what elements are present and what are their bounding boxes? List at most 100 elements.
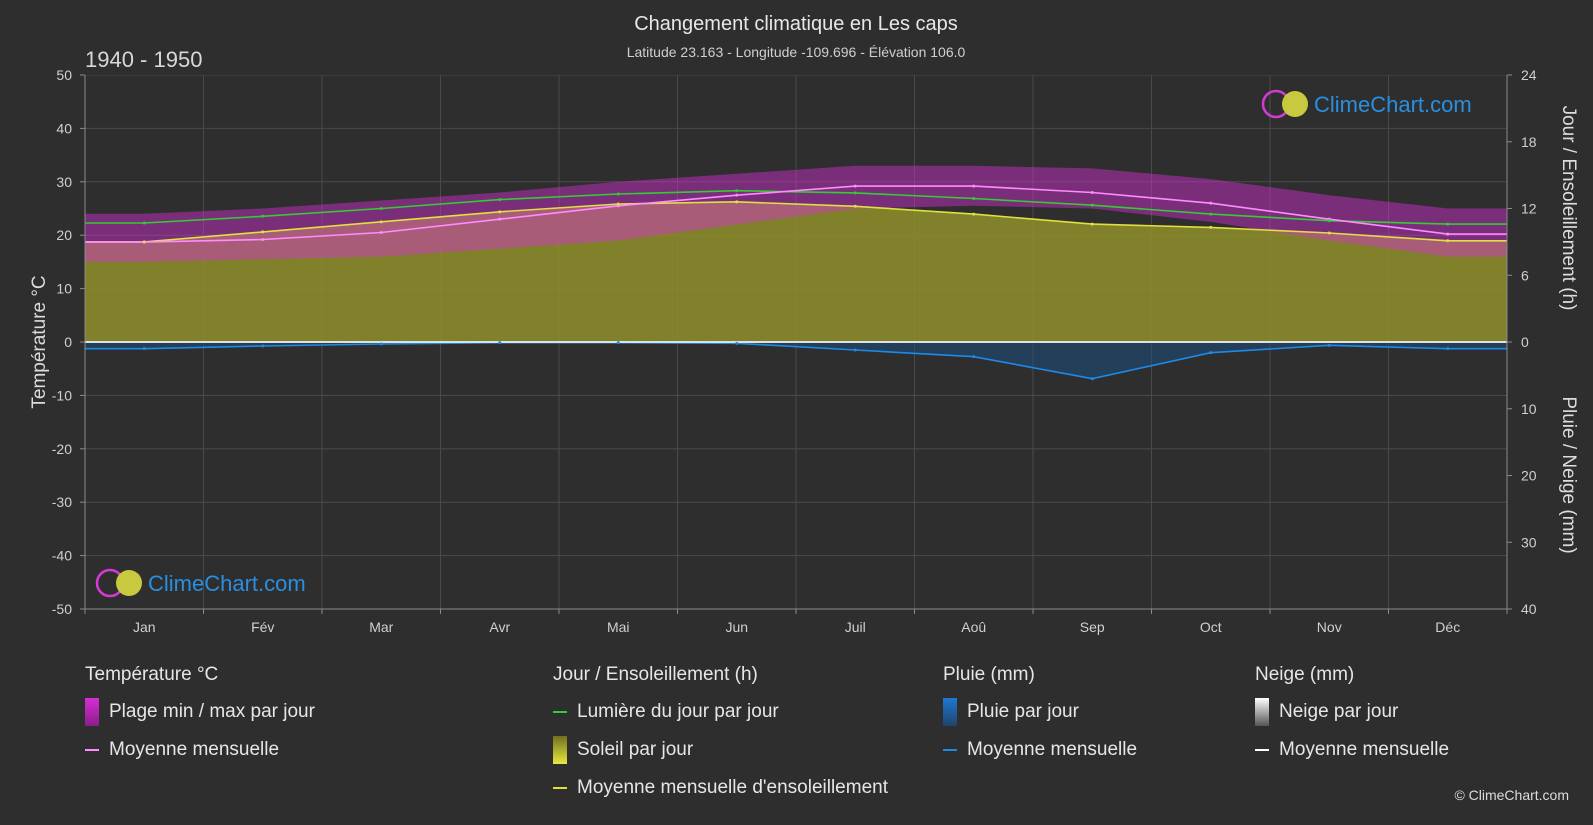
rain-mean-point: [498, 341, 502, 345]
x-tick-label: Déc: [1435, 619, 1460, 635]
watermark-top: ClimeChart.com: [1261, 89, 1472, 119]
sunshine-mean-point: [972, 212, 976, 216]
daylight-swatch: [553, 711, 567, 713]
legend-label: Pluie par jour: [967, 701, 1079, 722]
x-tick-label: Nov: [1317, 619, 1342, 635]
sunshine-mean-point: [1209, 225, 1213, 229]
sunshine-mean-point: [1090, 222, 1094, 226]
x-tick-label: Jan: [133, 619, 156, 635]
y-right-bottom-tick-label: 20: [1521, 468, 1537, 484]
rain-mean-point: [1090, 377, 1094, 381]
temp-mean-point: [498, 217, 502, 221]
legend-label: Moyenne mensuelle d'ensoleillement: [577, 777, 888, 798]
rain-mean-swatch: [943, 749, 957, 751]
sunshine-mean-point: [498, 210, 502, 214]
sunshine-mean-line: [85, 200, 1507, 243]
legend-item: Soleil par jour: [553, 736, 888, 764]
y-left-tick-label: -40: [52, 548, 72, 564]
sunshine-mean-point: [261, 230, 265, 234]
y-left-axis-label: Température °C: [29, 275, 50, 408]
temp-mean-point: [853, 184, 857, 188]
rain-mean-point: [379, 342, 383, 346]
temp-mean-point: [972, 184, 976, 188]
y-right-top-tick-label: 0: [1521, 334, 1529, 350]
legend-snow: Neige (mm) Neige par jour Moyenne mensue…: [1255, 664, 1449, 776]
temp-mean-point: [735, 193, 739, 197]
daylight-point: [972, 196, 976, 200]
daylight-point: [261, 214, 265, 218]
daylight-point: [1209, 212, 1213, 216]
chart-subtitle: Latitude 23.163 - Longitude -109.696 - É…: [627, 44, 966, 60]
snow-mean-swatch: [1255, 749, 1269, 751]
legend-temperature: Température °C Plage min / max par jour …: [85, 664, 315, 776]
daylight-line: [85, 189, 1507, 225]
legend-label: Moyenne mensuelle: [109, 739, 280, 760]
x-tick-label: Jun: [725, 619, 748, 635]
rain-mean-point: [972, 355, 976, 359]
legend-title: Température °C: [85, 664, 219, 685]
x-tick-label: Avr: [489, 619, 510, 635]
logo-sun-icon: [116, 570, 142, 596]
daylight-point: [498, 198, 502, 202]
daylight-point: [616, 192, 620, 196]
sunshine-mean-point: [616, 202, 620, 206]
daylight-point: [142, 221, 146, 225]
watermark-text: ClimeChart.com: [1314, 92, 1472, 117]
y-right-top-tick-label: 18: [1521, 134, 1537, 150]
x-tick-label: Mar: [369, 619, 393, 635]
y-right-bottom-tick-label: 10: [1521, 401, 1537, 417]
legend-label: Neige par jour: [1279, 701, 1399, 722]
legend-item: Pluie par jour: [943, 698, 1137, 726]
legend-label: Moyenne mensuelle: [967, 739, 1138, 760]
logo-sun-icon: [1282, 91, 1308, 117]
rain-mean-line: [85, 341, 1507, 380]
y-left-tick-label: -20: [52, 441, 72, 457]
legend-label: Lumière du jour par jour: [577, 701, 779, 722]
daylight-point: [1446, 222, 1450, 226]
temp-mean-point: [1209, 201, 1213, 205]
legend-item: Moyenne mensuelle: [85, 738, 315, 762]
x-tick-label: Oct: [1200, 619, 1222, 635]
x-tick-label: Juil: [845, 619, 866, 635]
rain-mean-point: [1446, 347, 1450, 351]
legend-item: Moyenne mensuelle d'ensoleillement: [553, 776, 888, 800]
temp-mean-line: [85, 185, 1507, 243]
temp-mean-point: [1090, 190, 1094, 194]
temp-mean-swatch: [85, 749, 99, 751]
y-right-top-tick-label: 12: [1521, 201, 1537, 217]
sunshine-mean-point: [379, 220, 383, 224]
temp-range-swatch: [85, 698, 99, 726]
snow-swatch: [1255, 698, 1269, 726]
y-right-bottom-axis-label: Pluie / Neige (mm): [1558, 396, 1579, 553]
rain-mean-point: [261, 344, 265, 348]
legend-title: Neige (mm): [1255, 664, 1355, 685]
y-left-tick-label: 30: [56, 174, 72, 190]
temp-range-area: [85, 165, 1507, 262]
legend-item: Moyenne mensuelle: [943, 738, 1137, 762]
y-left-tick-label: 40: [56, 120, 72, 136]
y-right-bottom-tick-label: 30: [1521, 534, 1537, 550]
y-right-top-tick-label: 24: [1521, 67, 1537, 83]
watermark-text: ClimeChart.com: [148, 571, 306, 596]
x-tick-label: Fév: [251, 619, 274, 635]
rain-mean-point: [853, 348, 857, 352]
legend-label: Moyenne mensuelle: [1279, 739, 1450, 760]
legend-label: Plage min / max par jour: [109, 701, 315, 722]
axes: 50 40 30 20 10 0 -10 -20 -30 -40 -50 24 18 12 6 0 10 20 30…: [52, 67, 1537, 635]
rain-mean-point: [735, 341, 739, 345]
rain-mean-point: [142, 347, 146, 351]
y-right-bottom-tick-label: 40: [1521, 601, 1537, 617]
legend-item: Moyenne mensuelle: [1255, 738, 1449, 762]
legend-title: Pluie (mm): [943, 664, 1035, 685]
plot-area: [85, 75, 1507, 609]
y-left-tick-label: 20: [56, 227, 72, 243]
y-left-tick-label: -30: [52, 494, 72, 510]
rain-swatch: [943, 698, 957, 726]
rain-area: [85, 342, 1507, 379]
legend-item: Lumière du jour par jour: [553, 700, 888, 724]
y-right-top-axis-label: Jour / Ensoleillement (h): [1558, 106, 1579, 311]
legend-rain: Pluie (mm) Pluie par jour Moyenne mensue…: [943, 664, 1137, 776]
rain-mean-point: [1209, 351, 1213, 355]
temp-mean-point: [379, 231, 383, 235]
